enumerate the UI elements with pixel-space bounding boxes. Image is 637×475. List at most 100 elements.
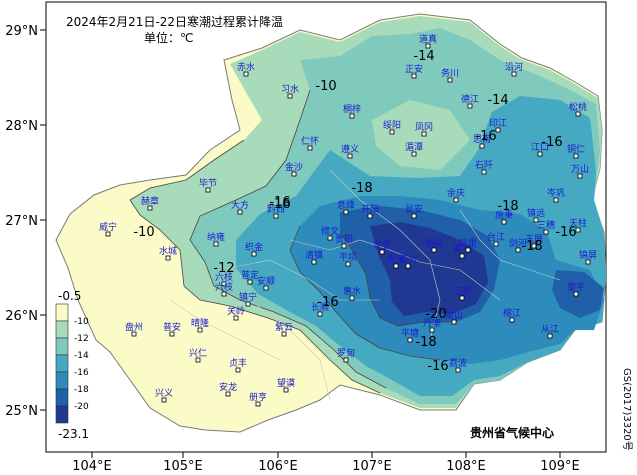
station-marker (553, 197, 559, 203)
station-name: 安顺 (257, 275, 275, 287)
station-name: 六枝 (215, 271, 233, 283)
station-marker (575, 111, 581, 117)
station-marker (327, 235, 333, 241)
station-name: 关岭 (227, 305, 245, 317)
station-marker (281, 331, 287, 337)
x-tick-label: 109°E (540, 459, 580, 474)
station-name: 施秉 (495, 209, 513, 221)
legend-swatch (55, 354, 69, 373)
station-name: 剑河 (509, 237, 527, 249)
isotherm-label: -16 (555, 225, 576, 240)
station-name: 沿河 (505, 61, 523, 73)
isotherm-label: -16 (269, 195, 290, 210)
station-marker (411, 73, 417, 79)
station-marker (425, 43, 431, 49)
x-tick-label: 104°E (72, 459, 112, 474)
station-marker (237, 209, 243, 215)
station-marker (455, 367, 461, 373)
station-name: 六枝 (215, 281, 233, 293)
station-marker (407, 337, 413, 343)
station-name: 从江 (541, 324, 559, 335)
station-name: 安龙 (219, 381, 237, 393)
y-tick-label: 26°N (5, 309, 38, 324)
station-marker (531, 243, 537, 249)
station-name: 贞丰 (229, 357, 247, 369)
station-marker (453, 197, 459, 203)
y-axis: 29°N 28°N 27°N 26°N 25°N (5, 24, 46, 419)
station-marker (283, 387, 289, 393)
station-marker (429, 327, 435, 333)
station-name: 岑巩 (547, 187, 565, 199)
station-name: 镇宁 (239, 291, 257, 303)
station-name: 德江 (461, 93, 479, 105)
legend: -0.5 -10 -12 -14 -16 -18 -20 -23.1 (55, 289, 89, 441)
station-marker (307, 145, 313, 151)
station-name: 瓮安 (405, 203, 423, 215)
station-name: 正安 (405, 63, 423, 75)
isotherm-label: -14 (413, 49, 434, 64)
station-marker (243, 71, 249, 77)
station-marker (245, 301, 251, 307)
station-marker (465, 247, 471, 253)
station-name: 锦屏 (579, 249, 597, 261)
station-marker (585, 259, 591, 265)
station-marker (479, 143, 485, 149)
isotherm-label: -18 (497, 199, 518, 214)
station-name: 江口 (531, 142, 549, 153)
station-name: 习水 (281, 83, 299, 95)
station-name: 丹寨 (423, 317, 441, 329)
y-tick-label: 28°N (5, 119, 38, 134)
isotherm-label: -12 (213, 261, 234, 276)
station-name: 绥阳 (383, 120, 401, 131)
station-name: 天柱 (569, 217, 587, 229)
station-marker (345, 261, 351, 267)
station-name: 都匀 (399, 253, 417, 265)
station-marker (411, 213, 417, 219)
station-marker (195, 357, 201, 363)
station-marker (481, 169, 487, 175)
station-marker (537, 151, 543, 157)
isotherm-label: -18 (415, 335, 436, 350)
legend-swatch (55, 320, 69, 339)
station-name: 普定 (241, 269, 259, 281)
legend-min-label: -23.1 (58, 427, 89, 441)
station-name: 玉屏 (525, 234, 543, 245)
y-tick-label: 25°N (5, 404, 38, 419)
station-name: 贵阳 (335, 233, 353, 245)
station-name: 罗甸 (337, 347, 355, 359)
station-name: 凤冈 (415, 122, 433, 133)
station-marker (235, 367, 241, 373)
station-name: 石阡 (475, 160, 493, 171)
x-tick-label: 108°E (446, 459, 486, 474)
station-marker (467, 103, 473, 109)
station-marker (367, 213, 373, 219)
station-marker (451, 319, 457, 325)
station-name: 赤水 (237, 61, 255, 73)
station-marker (291, 171, 297, 177)
map-approval-code: GS(2017)3320号 (621, 368, 633, 451)
legend-swatch (55, 371, 69, 390)
station-marker (341, 243, 347, 249)
legend-level-label: -20 (74, 402, 89, 412)
legend-level-label: -12 (74, 334, 89, 344)
station-name: 册亨 (249, 391, 267, 403)
station-name: 凯里 (459, 237, 477, 249)
station-marker (459, 295, 465, 301)
station-name: 道真 (419, 33, 437, 45)
station-marker (161, 397, 167, 403)
x-axis: 104°E 105°E 106°E 107°E 108°E 109°E (72, 452, 580, 474)
isotherm-label: -10 (133, 225, 154, 240)
station-name: 榕江 (503, 307, 521, 319)
station-name: 长顺 (311, 301, 329, 313)
station-marker (431, 247, 437, 253)
station-marker (197, 327, 203, 333)
station-name: 毕节 (199, 177, 217, 189)
legend-max-label: -0.5 (58, 289, 81, 303)
station-name: 修文 (321, 225, 339, 237)
station-marker (509, 317, 515, 323)
station-marker (547, 333, 553, 339)
station-name: 纳雍 (207, 231, 225, 243)
station-name: 普安 (163, 321, 181, 333)
station-marker (105, 231, 111, 237)
